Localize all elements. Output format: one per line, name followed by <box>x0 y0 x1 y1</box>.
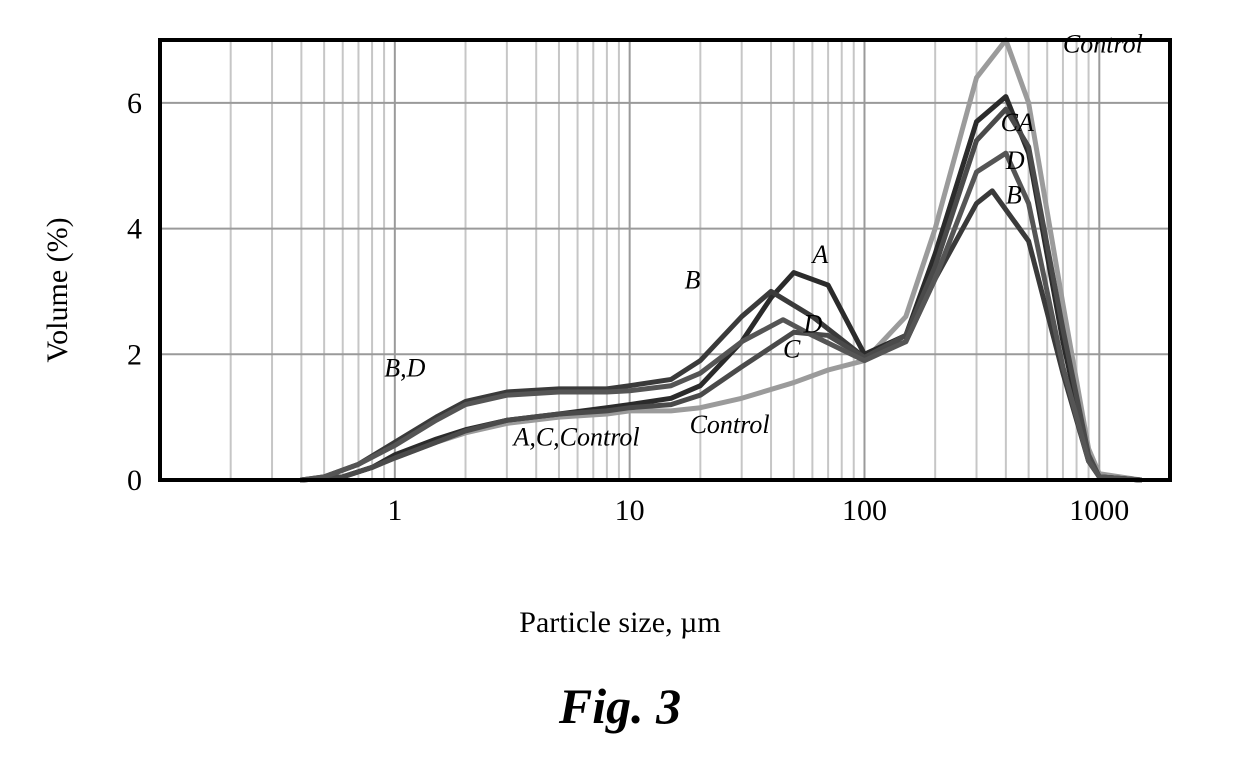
svg-text:B,D: B,D <box>384 353 425 382</box>
svg-text:A,C,Control: A,C,Control <box>511 422 639 451</box>
figure-caption: Fig. 3 <box>0 677 1240 735</box>
svg-text:B: B <box>684 265 700 294</box>
page: Volume (%) 1 10 100 1000 0 2 4 6 Control B,D A,C,C… <box>0 0 1240 765</box>
svg-text:2: 2 <box>127 338 142 371</box>
y-axis-label: Volume (%) <box>41 217 75 362</box>
svg-text:Control: Control <box>690 410 770 439</box>
svg-text:D: D <box>1005 146 1025 175</box>
svg-text:1000: 1000 <box>1069 494 1129 527</box>
svg-text:100: 100 <box>842 494 887 527</box>
svg-text:A: A <box>810 240 828 269</box>
x-axis-label: Particle size, µm <box>50 606 1190 640</box>
svg-text:1: 1 <box>387 494 402 527</box>
svg-text:6: 6 <box>127 87 142 120</box>
svg-text:C: C <box>783 334 801 363</box>
svg-text:CA: CA <box>1001 108 1034 137</box>
svg-text:0: 0 <box>127 464 142 497</box>
chart-svg: 1 10 100 1000 0 2 4 6 Control B,D A,C,Control Contr… <box>50 30 1190 550</box>
svg-text:4: 4 <box>127 213 142 246</box>
svg-text:B: B <box>1006 180 1022 209</box>
particle-size-chart: Volume (%) 11010010000246ControlB,DA,C,C… <box>50 30 1190 550</box>
svg-text:10: 10 <box>615 494 645 527</box>
svg-text:D: D <box>803 309 823 338</box>
svg-text:Control: Control <box>1063 30 1143 59</box>
